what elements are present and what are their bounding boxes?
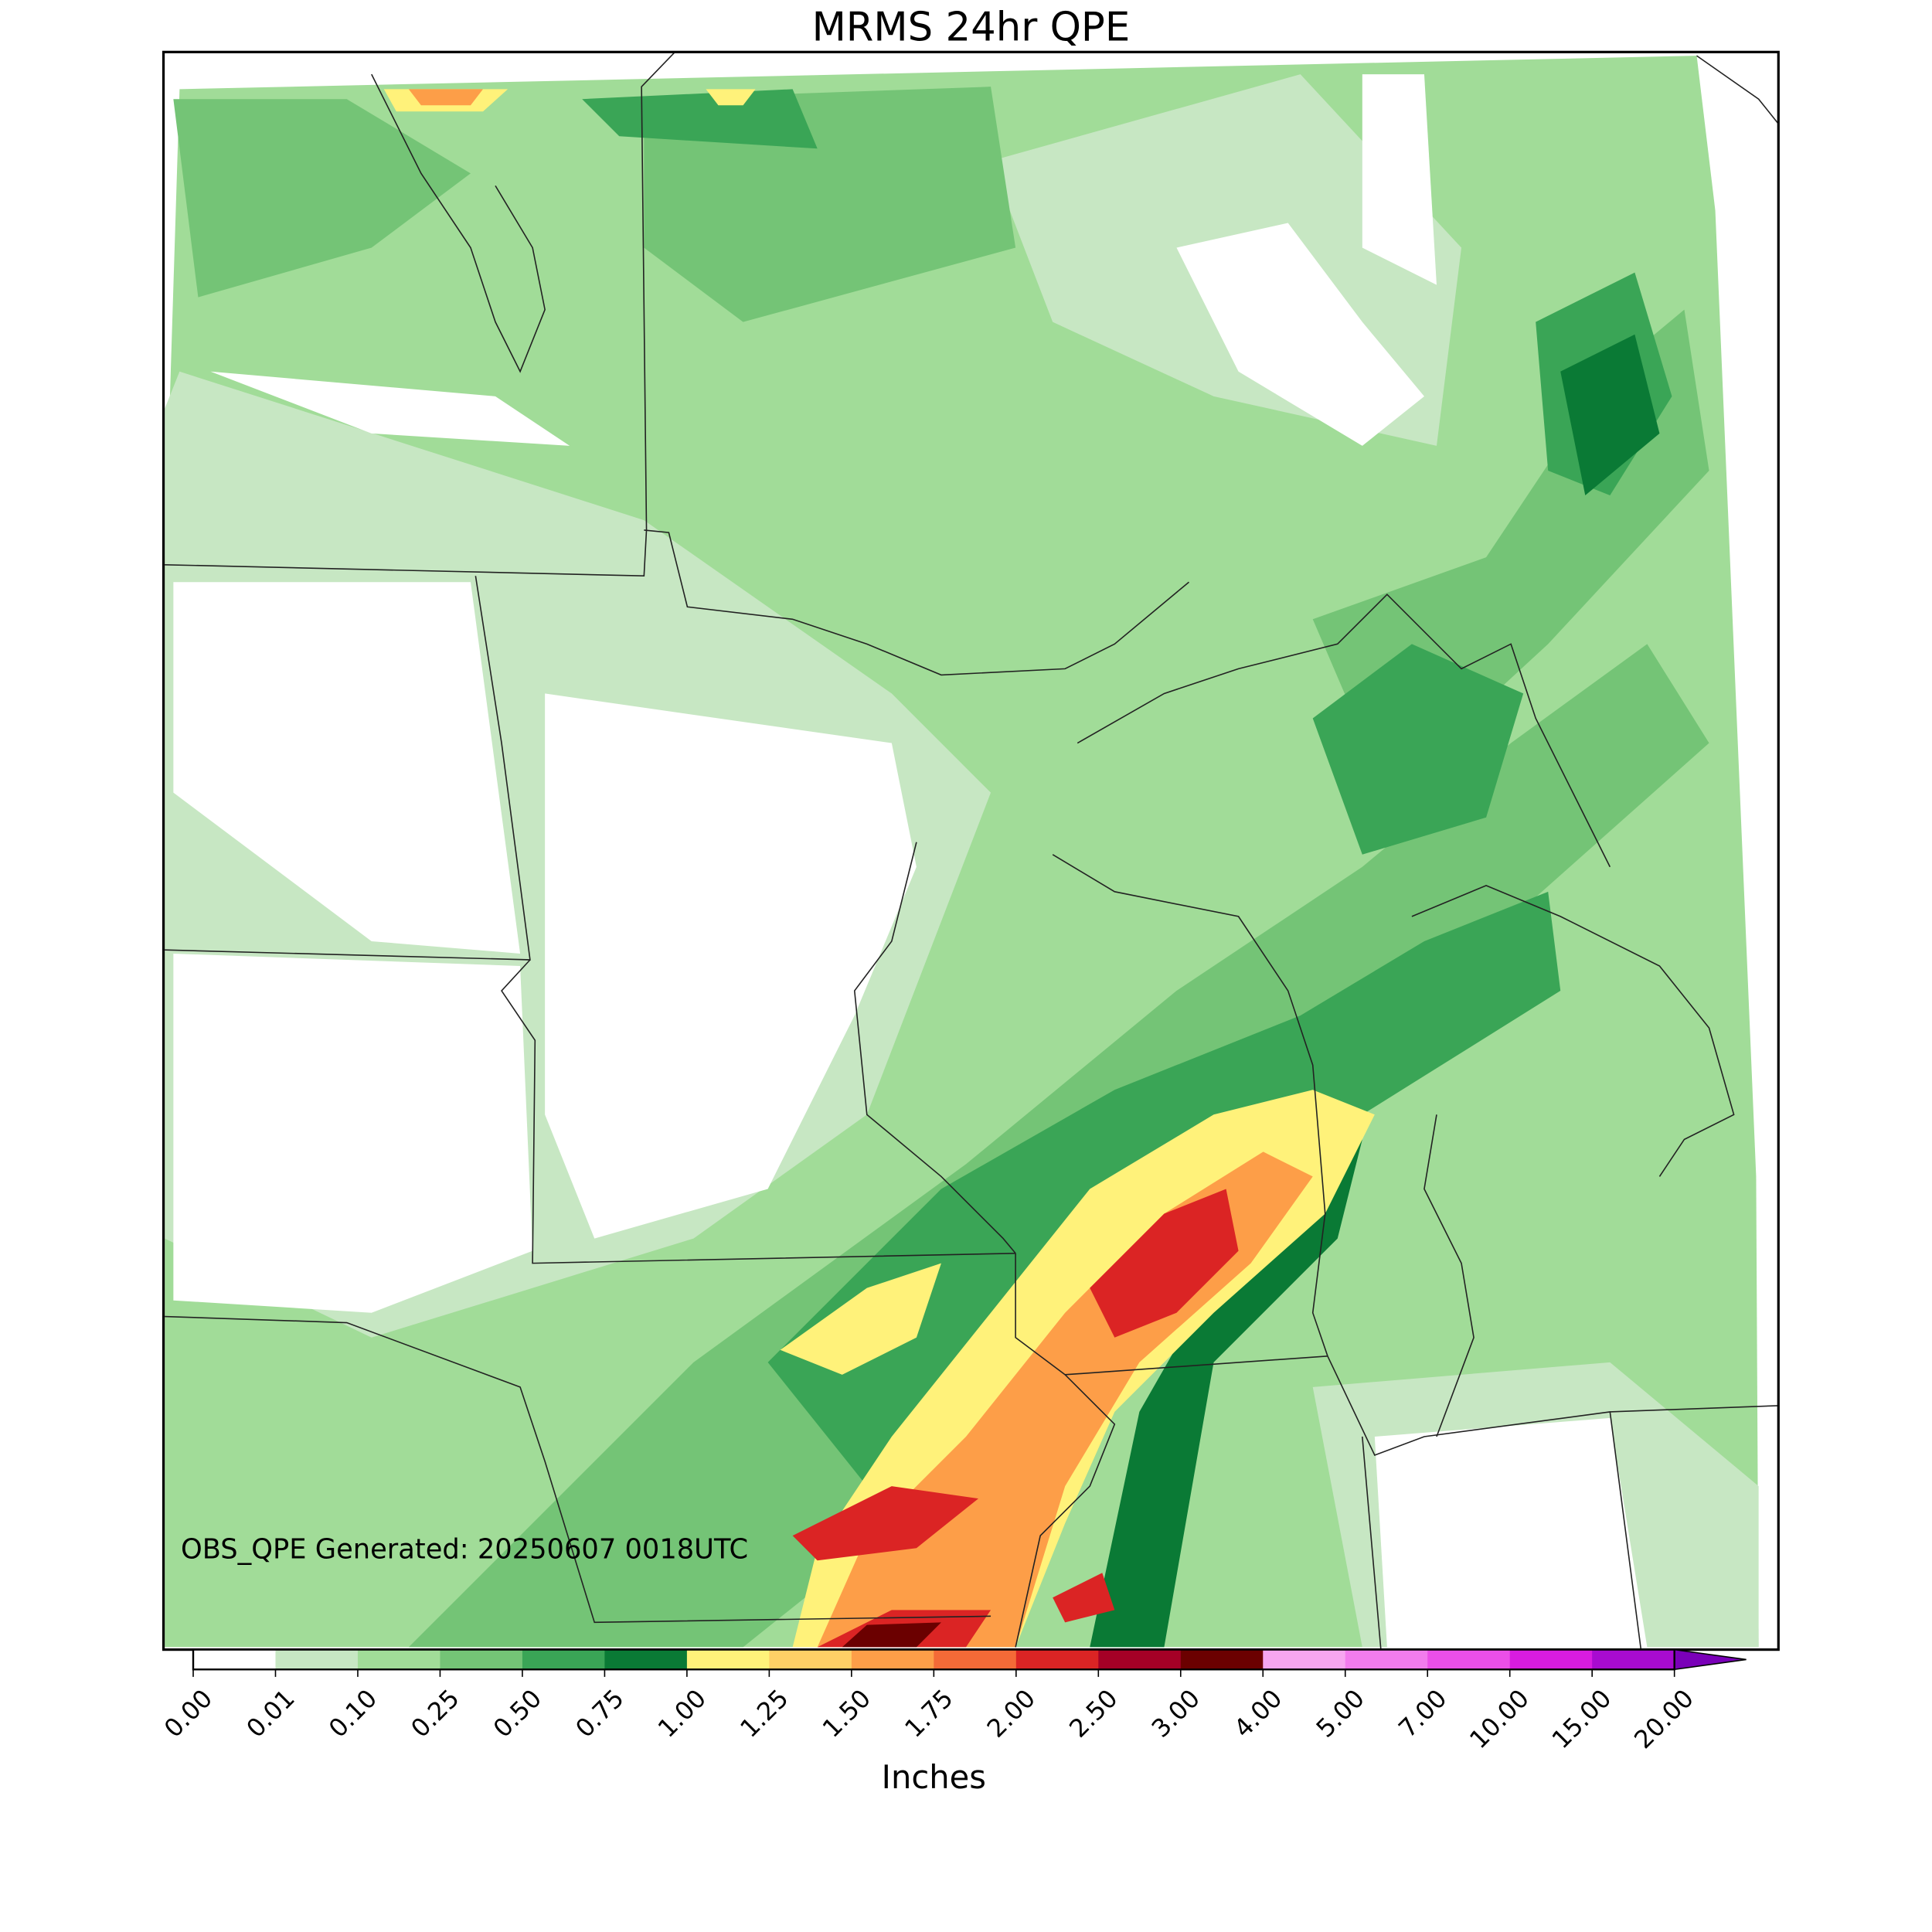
colorbar-bin — [193, 1649, 277, 1670]
colorbar-tick-label: 0.50 — [488, 1683, 547, 1743]
colorbar-tick-label: 0.75 — [570, 1683, 629, 1743]
colorbar-tick-label: 1.75 — [899, 1683, 958, 1743]
colorbar-tick-label: 1.25 — [734, 1683, 794, 1743]
colorbar-tick-label: 1.50 — [817, 1683, 876, 1743]
colorbar-bin — [275, 1649, 359, 1670]
colorbar-bin — [1427, 1649, 1511, 1670]
colorbar-bin — [686, 1649, 770, 1670]
colorbar-tick-label: 20.00 — [1628, 1683, 1699, 1754]
title: MRMS 24hr QPE — [812, 4, 1131, 50]
no-precip — [173, 74, 1648, 1648]
colorbar-bin — [1509, 1649, 1593, 1670]
annotation: OBS_QPE Generated: 20250607 0018UTC — [181, 1533, 748, 1565]
colorbar: 0.00 0.01 0.10 0.25 0.50 0.75 1.00 1.25 1.50 1.75… — [158, 1648, 1747, 1754]
colorbar-bin — [851, 1649, 935, 1670]
colorbar-bin — [1592, 1649, 1675, 1670]
colorbar-bin — [1263, 1649, 1346, 1670]
colorbar-bin — [1180, 1649, 1264, 1670]
colorbar-tick-label: 4.00 — [1228, 1683, 1287, 1743]
colorbar-bin — [934, 1649, 1017, 1670]
colorbar-tick-label: 1.00 — [652, 1683, 712, 1743]
colorbar-bin — [1098, 1649, 1182, 1670]
colorbar-tick-label: 0.01 — [240, 1683, 300, 1743]
precip-3in — [842, 1622, 941, 1648]
colorbar-tick-label: 0.00 — [158, 1683, 218, 1743]
colorbar-tick-label: 5.00 — [1311, 1683, 1370, 1743]
colorbar-bin — [1345, 1649, 1429, 1670]
colorbar-bin — [440, 1649, 523, 1670]
boundaries — [165, 52, 1779, 1650]
colorbar-bin — [522, 1649, 606, 1670]
colorbar-tick-label: 0.10 — [323, 1683, 383, 1743]
colorbar-label: Inches — [882, 1758, 986, 1796]
map: OBS_QPE Generated: 20250607 0018UTC — [162, 50, 1780, 1651]
colorbar-extend — [1673, 1648, 1747, 1671]
colorbar-bin — [769, 1649, 852, 1670]
colorbar-tick-label: 2.50 — [1063, 1683, 1123, 1743]
very-heavy-green — [1090, 334, 1660, 1648]
colorbar-bin — [357, 1649, 441, 1670]
colorbar-tick-label: 7.00 — [1393, 1683, 1452, 1743]
colorbar-tick-label: 10.00 — [1464, 1683, 1535, 1754]
colorbar-bin — [1015, 1649, 1100, 1670]
colorbar-tick-label: 0.25 — [405, 1683, 464, 1743]
colorbar-tick-label: 3.00 — [1146, 1683, 1206, 1743]
colorbar-tick-label: 2.00 — [981, 1683, 1041, 1743]
colorbar-tick-label: 15.00 — [1546, 1683, 1617, 1754]
colorbar-bin — [604, 1649, 688, 1670]
